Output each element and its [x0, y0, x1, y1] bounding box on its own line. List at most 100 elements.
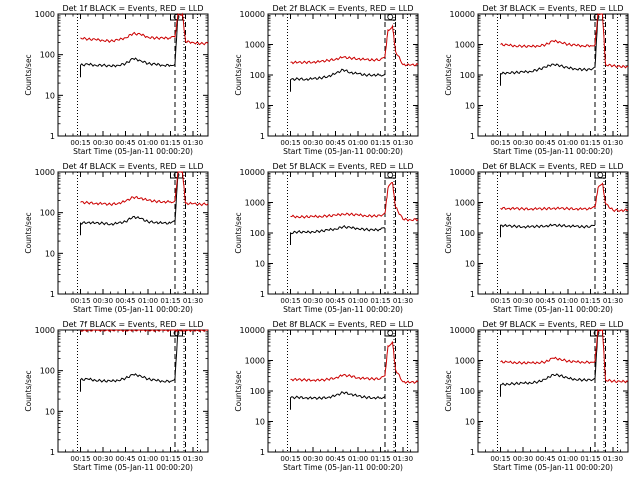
- y-tick-label: 1000: [245, 41, 265, 50]
- chart-panel: 1 10 100 1000 10000 00:15 00:30 00:45 01:00 01:15…: [444, 320, 629, 472]
- x-tick-label: 00:30: [303, 139, 323, 147]
- x-tick-label: 01:00: [348, 455, 368, 463]
- y-tick-label: 10000: [450, 326, 475, 335]
- attenuator-marker: [387, 172, 394, 178]
- chart-title: Det 1f BLACK = Events, RED = LLD: [62, 4, 203, 13]
- x-tick-label: 01:15: [160, 455, 180, 463]
- chart-panel: 1 10 100 1000 00:15 00:30 00:45 01:00 01:15 01:30…: [24, 4, 209, 156]
- x-tick-label: 00:45: [115, 139, 135, 147]
- x-tick-label: 00:30: [93, 455, 113, 463]
- lld-series-line: [290, 341, 419, 384]
- x-axis-label: Start Time (05-Jan-11 00:00:20): [73, 305, 193, 314]
- x-tick-label: 00:45: [325, 139, 345, 147]
- attenuator-bracket: [594, 171, 606, 179]
- y-tick-label: 10: [45, 91, 55, 100]
- y-tick-label: 10000: [450, 10, 475, 19]
- y-tick-label: 1000: [35, 10, 55, 19]
- chart-title: Det 8f BLACK = Events, RED = LLD: [272, 320, 413, 329]
- chart-panel: 1 10 100 1000 10000 00:15 00:30 00:45 01:00 01:15…: [444, 4, 629, 156]
- x-tick-label: 00:15: [490, 297, 510, 305]
- y-tick-label: 10: [255, 102, 265, 111]
- x-axis-label: Start Time (05-Jan-11 00:00:20): [493, 147, 613, 156]
- x-tick-label: 01:00: [138, 455, 158, 463]
- attenuator-bracket: [384, 171, 396, 179]
- y-axis-label: Counts/sec: [444, 370, 453, 411]
- y-tick-label: 10000: [240, 168, 265, 177]
- y-tick-label: 100: [250, 71, 265, 80]
- y-axis-label: Counts/sec: [234, 212, 243, 253]
- y-tick-label: 10: [465, 418, 475, 427]
- x-tick-label: 00:45: [535, 297, 555, 305]
- chart-title: Det 6f BLACK = Events, RED = LLD: [482, 162, 623, 171]
- lld-series-line: [500, 13, 628, 69]
- x-axis-label: Start Time (05-Jan-11 00:00:20): [73, 463, 193, 472]
- x-tick-label: 00:45: [325, 455, 345, 463]
- y-tick-label: 1: [50, 132, 55, 141]
- x-tick-label: 01:15: [370, 455, 390, 463]
- chart-panel: 1 10 100 1000 10000 00:15 00:30 00:45 01:00 01:15…: [444, 162, 629, 314]
- lld-series-line: [290, 24, 419, 67]
- y-tick-label: 1: [50, 290, 55, 299]
- x-tick-label: 01:15: [580, 139, 600, 147]
- attenuator-marker: [593, 14, 600, 20]
- chart-panel: 1 10 100 1000 00:15 00:30 00:45 01:00 01:15 01:30…: [24, 320, 209, 472]
- x-tick-label: 00:45: [535, 139, 555, 147]
- events-series-line: [500, 223, 596, 238]
- x-tick-label: 00:15: [70, 297, 90, 305]
- y-tick-label: 10: [465, 102, 475, 111]
- lld-series-line: [80, 329, 209, 333]
- y-tick-label: 100: [460, 71, 475, 80]
- x-tick-label: 01:00: [138, 297, 158, 305]
- y-tick-label: 10000: [240, 326, 265, 335]
- chart-title: Det 5f BLACK = Events, RED = LLD: [272, 162, 413, 171]
- x-tick-label: 00:30: [303, 297, 323, 305]
- y-tick-label: 100: [250, 229, 265, 238]
- y-tick-label: 1000: [245, 199, 265, 208]
- y-tick-label: 100: [40, 367, 55, 376]
- x-tick-label: 01:00: [558, 455, 578, 463]
- chart-title: Det 7f BLACK = Events, RED = LLD: [62, 320, 203, 329]
- events-series-line: [500, 329, 603, 397]
- chart-title: Det 3f BLACK = Events, RED = LLD: [482, 4, 623, 13]
- x-tick-label: 01:15: [370, 139, 390, 147]
- chart-title: Det 9f BLACK = Events, RED = LLD: [482, 320, 623, 329]
- x-tick-label: 01:30: [183, 139, 203, 147]
- x-tick-label: 00:15: [280, 139, 300, 147]
- chart-title: Det 4f BLACK = Events, RED = LLD: [62, 162, 203, 171]
- lld-series-line: [500, 328, 629, 384]
- x-tick-label: 00:30: [513, 455, 533, 463]
- chart-panel: 1 10 100 1000 10000 00:15 00:30 00:45 01:00 01:15…: [234, 4, 419, 156]
- attenuator-marker: [597, 172, 604, 178]
- x-tick-label: 00:15: [280, 455, 300, 463]
- y-tick-label: 1: [260, 448, 265, 457]
- x-axis-label: Start Time (05-Jan-11 00:00:20): [283, 305, 403, 314]
- x-tick-label: 01:15: [580, 455, 600, 463]
- chart-panel: 1 10 100 1000 00:15 00:30 00:45 01:00 01:15 01:30…: [24, 162, 209, 314]
- attenuator-bracket: [384, 13, 396, 21]
- y-tick-label: 10: [255, 260, 265, 269]
- x-tick-label: 01:00: [138, 139, 158, 147]
- x-tick-label: 00:15: [70, 139, 90, 147]
- attenuator-marker: [173, 172, 180, 178]
- x-tick-label: 01:30: [603, 297, 623, 305]
- y-axis-label: Counts/sec: [24, 212, 33, 253]
- x-tick-label: 01:30: [183, 455, 203, 463]
- y-axis-label: Counts/sec: [24, 54, 33, 95]
- x-axis-label: Start Time (05-Jan-11 00:00:20): [73, 147, 193, 156]
- x-tick-label: 01:00: [348, 297, 368, 305]
- y-tick-label: 100: [40, 209, 55, 218]
- y-tick-label: 100: [40, 51, 55, 60]
- x-tick-label: 01:30: [603, 139, 623, 147]
- y-tick-label: 1: [470, 448, 475, 457]
- chart-panel: 1 10 100 1000 10000 00:15 00:30 00:45 01:00 01:15…: [234, 162, 419, 314]
- chart-title: Det 2f BLACK = Events, RED = LLD: [272, 4, 413, 13]
- attenuator-marker: [173, 14, 180, 20]
- attenuator-marker: [387, 330, 394, 336]
- chart-panel: 1 10 100 1000 10000 00:15 00:30 00:45 01:00 01:15…: [234, 320, 419, 472]
- y-axis-label: Counts/sec: [444, 54, 453, 95]
- events-series-line: [80, 328, 183, 392]
- x-tick-label: 00:30: [93, 297, 113, 305]
- x-tick-label: 00:45: [115, 455, 135, 463]
- y-tick-label: 1000: [455, 199, 475, 208]
